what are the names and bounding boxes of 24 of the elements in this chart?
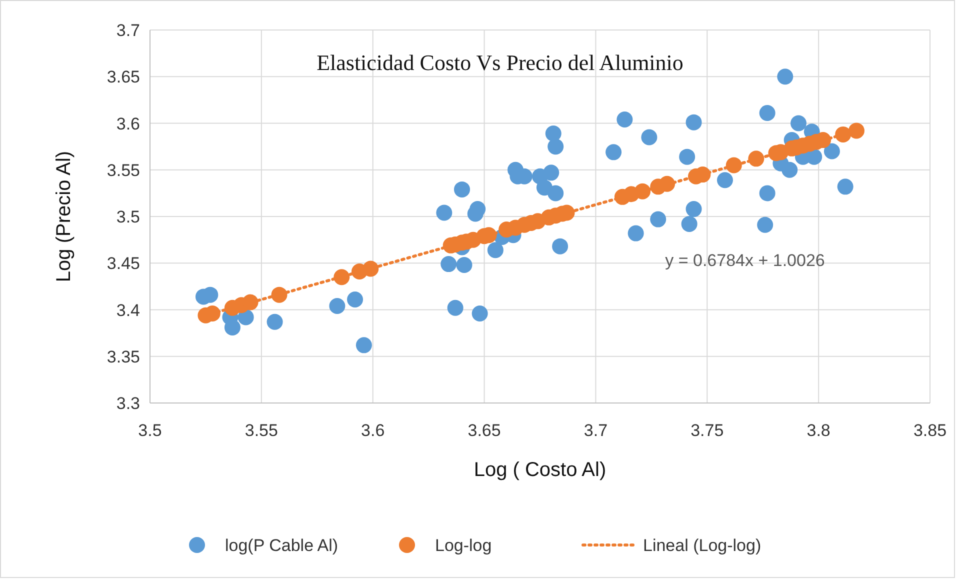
y-tick-label: 3.35 [106, 347, 140, 366]
x-tick-label: 3.5 [138, 421, 162, 440]
x-tick-label: 3.65 [468, 421, 501, 440]
y-tick-label: 3.6 [116, 114, 140, 134]
legend-label: Lineal (Log-log) [643, 536, 762, 555]
y-tick-label: 3.3 [116, 394, 140, 413]
x-tick-label: 3.8 [806, 421, 830, 440]
x-tick-label: 3.85 [913, 421, 947, 440]
y-tick-label: 3.55 [106, 160, 140, 180]
text: Elasticidad Costo Vs Precio del Aluminio [316, 50, 684, 75]
x-tick-label: 3.75 [690, 421, 724, 440]
y-axis-title: Log (Precio Al) [53, 150, 75, 282]
annotation: y = 0.6784x + 1.0026 [665, 251, 825, 270]
y-tick-label: 3.5 [116, 208, 140, 226]
legend-label: log(P Cable Al) [225, 536, 338, 555]
y-tick-label: 3.65 [106, 68, 140, 87]
x-tick-label: 3.7 [584, 421, 608, 440]
legend-label: Log-log [435, 536, 492, 555]
y-tick-label: 3.4 [116, 300, 140, 320]
x-tick-label: 3.55 [244, 421, 278, 440]
x-tick-label: 3.6 [361, 421, 385, 440]
y-tick-label: 3.7 [116, 21, 140, 40]
x-axis-title: Log ( Costo Al) [474, 459, 606, 481]
y-tick-label: 3.45 [106, 254, 140, 274]
